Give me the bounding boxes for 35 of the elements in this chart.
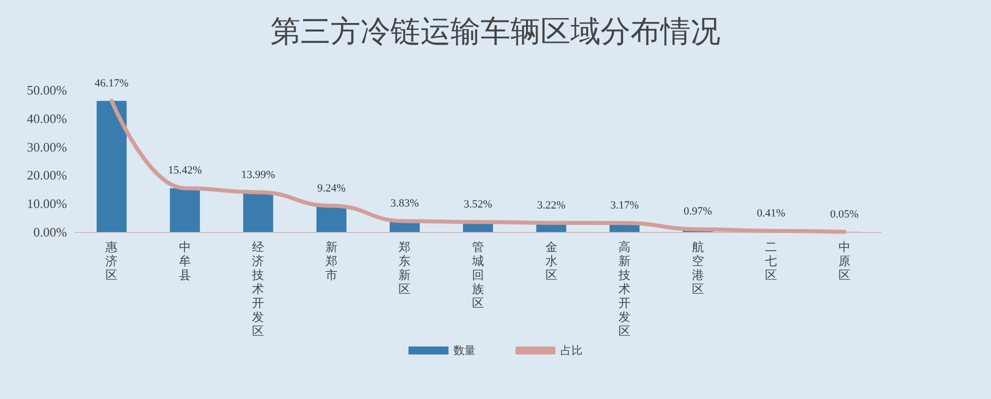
y-tick-label: 20.00% xyxy=(26,168,68,183)
x-tick-label: 二七区 xyxy=(765,240,778,282)
x-tick-label: 中原区 xyxy=(838,240,850,282)
data-label: 3.17% xyxy=(610,199,639,212)
y-tick-label: 40.00% xyxy=(26,110,68,126)
data-label: 3.52% xyxy=(464,198,492,211)
bar xyxy=(96,100,127,232)
bar xyxy=(316,206,346,232)
x-tick-label: 郑东新区 xyxy=(398,240,411,296)
x-tick-label: 中牟县 xyxy=(178,240,191,282)
y-tick-label: 0.00% xyxy=(33,224,68,240)
chart-title: 第三方冷链运输车辆区域分布情况 xyxy=(270,14,720,50)
y-tick-label: 50.00% xyxy=(26,82,68,98)
bar xyxy=(170,188,200,232)
bar xyxy=(243,192,274,232)
legend-label: 数量 xyxy=(454,344,476,357)
data-label: 0.05% xyxy=(830,208,859,220)
data-label: 3.22% xyxy=(537,199,566,212)
x-tick-label: 高新技术开发区 xyxy=(618,240,631,338)
data-label: 13.99% xyxy=(241,168,276,181)
x-tick-label: 新郑市 xyxy=(325,240,338,282)
x-tick-label: 金水区 xyxy=(545,240,558,282)
data-label: 46.17% xyxy=(94,77,129,90)
x-tick-label: 管城回族区 xyxy=(471,240,484,310)
legend-label: 占比 xyxy=(560,344,582,357)
data-label: 9.24% xyxy=(317,182,346,194)
x-tick-label: 航空港区 xyxy=(692,240,704,296)
x-tick-label: 惠济区 xyxy=(104,240,118,282)
x-tick-label: 经济技术开发区 xyxy=(251,240,264,338)
data-label: 15.42% xyxy=(168,164,202,177)
data-label: 3.83% xyxy=(390,198,419,210)
y-tick-label: 30.00% xyxy=(26,139,68,154)
y-tick-label: 10.00% xyxy=(26,196,68,212)
data-label: 0.41% xyxy=(756,207,786,220)
data-label: 0.97% xyxy=(684,206,712,218)
